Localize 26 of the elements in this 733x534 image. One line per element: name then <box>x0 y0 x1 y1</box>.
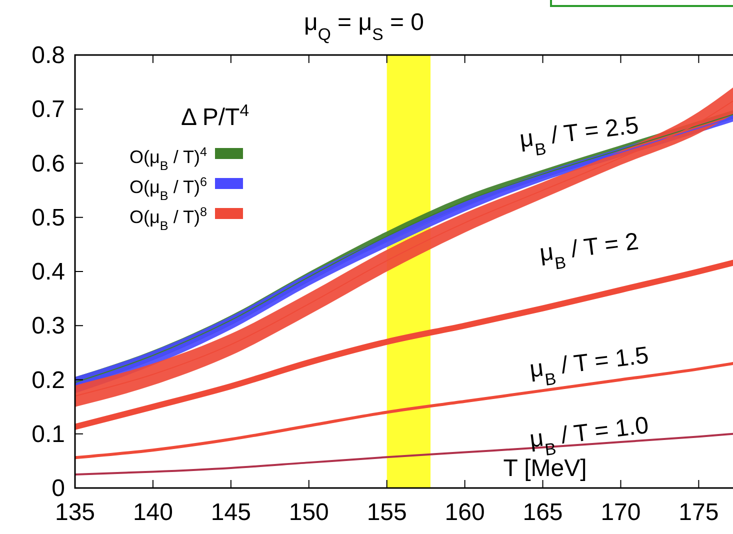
y-tick-label: 0.5 <box>32 204 65 232</box>
y-tick-label: 0.2 <box>32 366 65 394</box>
x-tick-label: 135 <box>54 499 96 526</box>
legend-label: O(μ$_{B}$ / T)$^{4}$ <box>130 145 207 173</box>
x-tick-label: 175 <box>678 499 719 526</box>
x-tick-label: 150 <box>288 499 329 526</box>
y-tick-label: 0.6 <box>32 150 65 178</box>
x-tick-label: 170 <box>600 499 641 526</box>
x-tick-label: 160 <box>444 499 485 526</box>
x-tick-label: 155 <box>366 499 407 526</box>
legend-label: O(μ$_{B}$ / T)$^{6}$ <box>130 175 207 203</box>
chart-title: μ$_{Q}$ = μ$_{S}$ = 0 <box>304 9 424 44</box>
x-tick-label: 165 <box>522 499 563 526</box>
y-tick-label: 0.1 <box>32 420 65 448</box>
y-tick-label: 0.4 <box>32 258 65 286</box>
y-tick-label: 0.7 <box>32 96 65 124</box>
y-tick-label: 0 <box>52 475 65 502</box>
legend-label: O(μ$_{B}$ / T)$^{8}$ <box>130 205 207 233</box>
annotation: μ$_{B}$ / T = 2 <box>538 228 640 273</box>
annotation: μ$_{B}$ / T = 2.5 <box>518 112 640 159</box>
x-tick-label: 145 <box>210 499 251 526</box>
legend-title: Δ P/T$^{4}$ <box>180 100 250 131</box>
x-tick-label: 140 <box>132 499 173 526</box>
y-tick-label: 0.3 <box>32 312 65 340</box>
annotation: μ$_{B}$ / T = 1.5 <box>528 342 650 389</box>
y-tick-label: 0.8 <box>32 42 65 69</box>
